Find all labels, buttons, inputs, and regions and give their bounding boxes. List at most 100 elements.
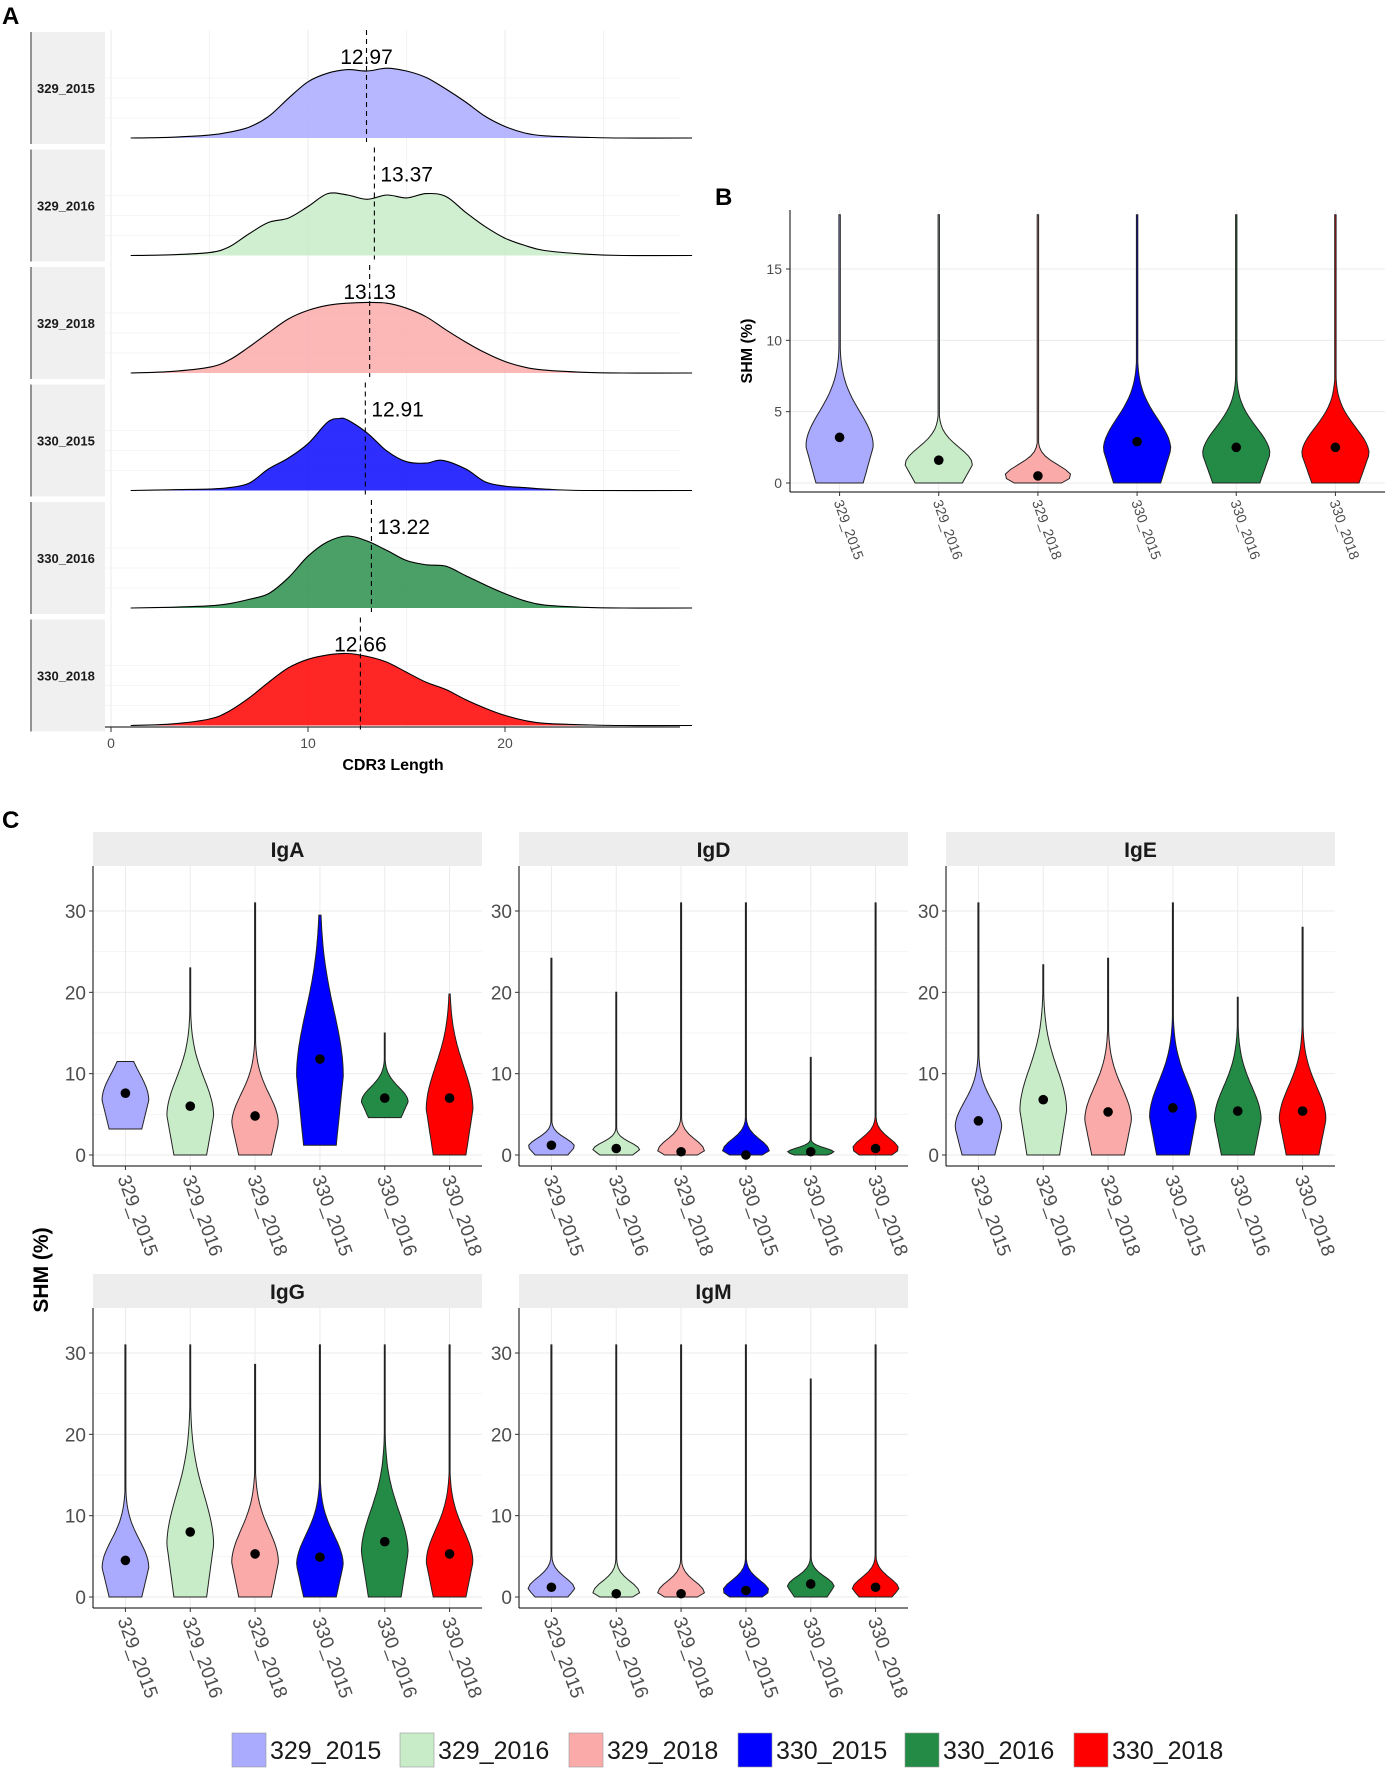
density-line-330_2016 (130, 535, 693, 609)
violin-IgD-329_2016-mean-dot (611, 1143, 622, 1154)
y-tick-label: 10 (65, 1507, 86, 1528)
violin-329_2015 (805, 214, 874, 484)
x-tick-label: 329_2018 (242, 1615, 291, 1702)
y-tick-label: 15 (766, 261, 782, 277)
strip-background (30, 502, 105, 614)
density-area-329_2016 (130, 192, 693, 256)
x-tick-label: 329_2016 (1031, 1173, 1080, 1260)
x-tick-label: 330_2015 (1160, 1173, 1209, 1260)
panel-letter-b: B (715, 184, 732, 211)
violin-IgD-329_2015-mean-dot (546, 1140, 557, 1151)
strip-label: 330_2016 (37, 551, 95, 566)
legend-label-330_2016: 330_2016 (943, 1737, 1054, 1765)
y-tick-label: 0 (501, 1146, 512, 1167)
legend-key-330_2016 (904, 1732, 940, 1768)
violin-IgM-330_2015 (722, 1344, 769, 1598)
y-tick-label: 20 (65, 983, 86, 1004)
violin-IgE-330_2018-mean-dot (1297, 1106, 1308, 1116)
violin-IgM-329_2018 (657, 1344, 706, 1598)
legend-key-329_2015 (231, 1732, 267, 1768)
x-tick-label: 329_2015 (966, 1173, 1015, 1260)
violin-IgD-330_2015-mean-dot (741, 1150, 751, 1160)
violin-IgA-329_2018-mean-dot (250, 1111, 260, 1121)
y-tick-label: 0 (774, 475, 782, 491)
violin-IgE-329_2016 (1019, 964, 1068, 1156)
x-tick-label: 329_2015 (831, 498, 867, 562)
x-tick-label: 329_2018 (1095, 1173, 1144, 1260)
x-tick-label: 0 (107, 735, 115, 751)
violin-329_2015-mean-dot (834, 432, 845, 443)
x-tick-label: 330_2015 (1128, 498, 1164, 562)
violin-IgG-329_2018-mean-dot (250, 1549, 260, 1559)
y-tick-label: 30 (65, 1344, 86, 1365)
legend-label-329_2016: 329_2016 (438, 1737, 549, 1765)
panel-letter-c: C (2, 807, 19, 834)
strip-label: 329_2018 (37, 316, 95, 331)
x-tick-label: 329_2016 (178, 1615, 227, 1702)
legend-label-330_2015: 330_2015 (776, 1737, 887, 1765)
facet-title-IgD: IgD (697, 839, 731, 862)
legend: 329_2015 329_2016 329_2018 330_2015 330_2016… (231, 1732, 1223, 1768)
legend-key-330_2018 (1073, 1732, 1109, 1768)
violin-329_2016-mean-dot (933, 455, 944, 465)
x-tick-label: 329_2015 (113, 1173, 162, 1260)
x-tick-label: 10 (300, 735, 316, 751)
facet-title-IgA: IgA (271, 839, 305, 862)
violin-IgE-329_2015-mean-dot (973, 1116, 984, 1126)
facet-strip (519, 1274, 908, 1308)
facet-strip (93, 832, 482, 866)
x-tick-label: 330_2015 (307, 1615, 356, 1702)
violin-IgA-329_2016 (166, 967, 215, 1156)
strip-label: 330_2015 (37, 434, 95, 449)
x-tick-label: 330_2018 (1327, 498, 1363, 562)
facet-strip (946, 832, 1335, 866)
x-tick-label: 20 (497, 735, 513, 751)
violin-329_2018 (1004, 214, 1072, 484)
violin-IgA-329_2016-mean-dot (185, 1101, 196, 1111)
violin-IgM-329_2016 (592, 1344, 641, 1598)
violin-329_2018-mean-dot (1033, 471, 1043, 481)
violin-IgG-330_2016-mean-dot (379, 1536, 390, 1547)
y-tick-label: 5 (774, 404, 782, 420)
violin-329_2016 (904, 214, 973, 484)
legend-label-329_2015: 329_2015 (270, 1737, 381, 1765)
violin-IgE-329_2018-mean-dot (1103, 1107, 1113, 1117)
violin-330_2018-mean-dot (1330, 442, 1341, 453)
density-area-329_2015 (130, 68, 693, 139)
violin-IgG-330_2018-mean-dot (444, 1549, 455, 1559)
violin-IgA-330_2016-mean-dot (379, 1093, 390, 1103)
panel-letter-a: A (2, 3, 19, 30)
y-tick-label: 30 (491, 902, 512, 923)
y-tick-label: 0 (75, 1588, 86, 1609)
violin-IgM-330_2015-mean-dot (741, 1585, 751, 1596)
violin-IgG-329_2016 (166, 1344, 215, 1598)
violin-IgM-330_2018 (851, 1344, 900, 1598)
violin-IgE-330_2015 (1149, 902, 1197, 1156)
violin-IgG-329_2016-mean-dot (185, 1527, 196, 1537)
violin-IgG-329_2015 (101, 1344, 150, 1598)
x-axis-title: CDR3 Length (342, 757, 443, 774)
x-tick-label: 329_2015 (113, 1615, 162, 1702)
x-tick-label: 330_2016 (372, 1615, 421, 1702)
violin-IgA-329_2018 (231, 902, 279, 1156)
x-tick-label: 330_2016 (1225, 1173, 1274, 1260)
y-tick-label: 20 (918, 983, 939, 1004)
violin-IgE-330_2018 (1278, 926, 1327, 1156)
violin-IgD-329_2016 (592, 991, 641, 1156)
violin-IgM-330_2016 (786, 1378, 835, 1598)
x-tick-label: 329_2018 (1029, 498, 1065, 562)
violin-IgG-330_2016 (360, 1344, 409, 1598)
legend-key-329_2018 (568, 1732, 604, 1768)
violin-330_2015 (1102, 214, 1172, 484)
facet-strip (519, 832, 908, 866)
panel-b-violin: 0 5 10 15 329_2015 329_2016 329_2018 330_2015 33… (739, 210, 1385, 562)
strip-background (30, 384, 105, 497)
mean-label-329_2015: 12.97 (340, 46, 393, 69)
density-area-330_2016 (130, 535, 693, 609)
x-tick-label: 329_2015 (539, 1173, 588, 1260)
violin-IgE-329_2016-mean-dot (1038, 1094, 1049, 1105)
strip-label: 330_2018 (37, 669, 95, 684)
facet-title-IgM: IgM (695, 1281, 731, 1304)
violin-IgD-330_2015 (721, 902, 770, 1156)
